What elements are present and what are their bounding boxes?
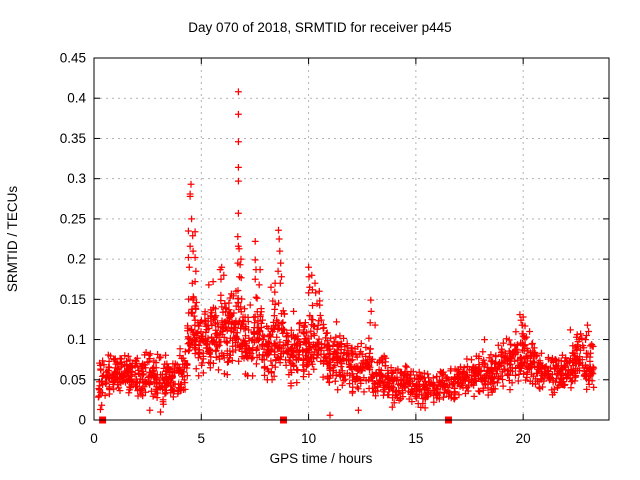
y-tick-label: 0.2 <box>67 252 86 267</box>
scatter-points <box>95 88 598 419</box>
plot-border <box>93 57 610 421</box>
y-tick-label: 0.25 <box>60 211 86 226</box>
x-tick-label: 15 <box>408 431 423 446</box>
plot-frame <box>93 57 610 421</box>
scatter-series <box>95 88 598 419</box>
x-tick-label: 20 <box>516 431 531 446</box>
x-tick-label: 0 <box>90 431 98 446</box>
y-tick-label: 0.4 <box>67 91 86 106</box>
y-tick-label: 0.05 <box>60 372 86 387</box>
y-tick-label: 0.1 <box>67 332 86 347</box>
x-axis-label: GPS time / hours <box>270 451 373 466</box>
y-axis-label: SRMTID / TECUs <box>5 186 20 293</box>
y-tick-label: 0.35 <box>60 131 86 146</box>
y-tick-label: 0.45 <box>60 51 86 66</box>
grid-lines <box>94 58 609 420</box>
plot-layers: 0 5 10 15 20 0 0.05 0.1 0.15 0.2 0.25 0.3 0.35 0.4 0.4… <box>60 51 610 447</box>
y-tick-label: 0.3 <box>67 171 86 186</box>
tick-labels: 0 5 10 15 20 0 0.05 0.1 0.15 0.2 0.25 0.3 0.35 0.4 0.4… <box>60 51 531 447</box>
y-tick-label: 0.15 <box>60 292 86 307</box>
x-tick-label: 5 <box>198 431 206 446</box>
x-tick-label: 10 <box>301 431 316 446</box>
chart-title: Day 070 of 2018, SRMTID for receiver p44… <box>188 20 451 35</box>
y-tick-label: 0 <box>78 413 86 428</box>
